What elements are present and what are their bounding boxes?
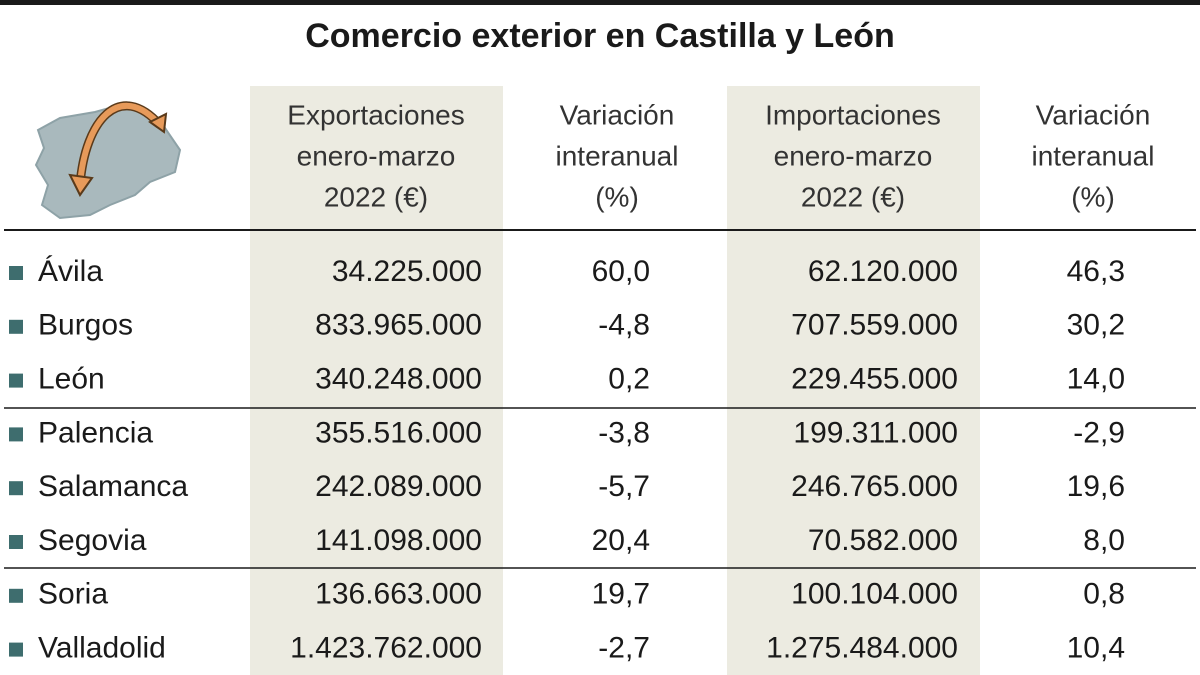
cell: 1.423.762.000 xyxy=(290,632,482,665)
map-icon xyxy=(34,101,182,220)
column-header: 2022 (€) xyxy=(324,181,428,212)
bullet xyxy=(9,266,23,280)
cell: 707.559.000 xyxy=(791,309,958,342)
cell: 199.311.000 xyxy=(793,416,958,449)
row-label: Palencia xyxy=(38,416,153,449)
cell: 34.225.000 xyxy=(332,255,482,288)
cell: 10,4 xyxy=(1067,632,1125,665)
column-header: enero-marzo xyxy=(774,140,933,171)
cell: 100.104.000 xyxy=(791,578,958,611)
cell: 136.663.000 xyxy=(315,578,482,611)
column-header: Importaciones xyxy=(765,99,941,130)
cell: 19,7 xyxy=(592,578,650,611)
column-header: (%) xyxy=(1071,181,1115,212)
cell: 0,2 xyxy=(608,363,650,396)
bullet xyxy=(9,373,23,388)
row-label: Soria xyxy=(38,578,108,611)
bullet xyxy=(9,588,23,603)
cell: 355.516.000 xyxy=(315,416,482,449)
cell: 20,4 xyxy=(592,524,650,557)
row-label: Valladolid xyxy=(38,632,166,665)
cell: 60,0 xyxy=(592,255,650,288)
column-shade xyxy=(250,86,503,675)
cell: 14,0 xyxy=(1067,363,1125,396)
row-label: León xyxy=(38,363,105,396)
cell: 0,8 xyxy=(1083,578,1125,611)
cell: 340.248.000 xyxy=(315,363,482,396)
cell: 46,3 xyxy=(1067,255,1125,288)
bullet xyxy=(9,535,23,549)
row-label: Burgos xyxy=(38,309,133,342)
column-header: interanual xyxy=(1032,140,1155,171)
cell: 62.120.000 xyxy=(808,255,958,288)
cell: -2,9 xyxy=(1073,416,1125,449)
cell: 242.089.000 xyxy=(315,470,482,503)
column-header: interanual xyxy=(556,140,679,171)
cell: 833.965.000 xyxy=(315,309,482,342)
cell: -3,8 xyxy=(598,416,650,449)
column-header: Variación xyxy=(560,99,675,130)
column-header: Exportaciones xyxy=(287,99,464,130)
cell: 246.765.000 xyxy=(791,470,958,503)
cell: -2,7 xyxy=(598,632,650,665)
cell: 8,0 xyxy=(1083,524,1125,557)
row-label: Salamanca xyxy=(38,470,188,503)
column-header: enero-marzo xyxy=(297,140,456,171)
column-shade xyxy=(727,86,980,675)
cell: 1.275.484.000 xyxy=(766,632,958,665)
bullet xyxy=(9,642,23,657)
bullet xyxy=(9,427,23,442)
bullet xyxy=(9,481,23,496)
column-header: 2022 (€) xyxy=(801,181,905,212)
cell: -4,8 xyxy=(598,309,650,342)
cell: 70.582.000 xyxy=(808,524,958,557)
cell: 30,2 xyxy=(1067,309,1125,342)
cell: 141.098.000 xyxy=(315,524,482,557)
row-label: Segovia xyxy=(38,524,147,557)
bullet xyxy=(9,319,23,334)
cell: 19,6 xyxy=(1067,470,1125,503)
column-header: (%) xyxy=(595,181,639,212)
column-header: Variación xyxy=(1036,99,1151,130)
cell: 229.455.000 xyxy=(791,363,958,396)
row-label: Ávila xyxy=(38,255,103,288)
cell: -5,7 xyxy=(598,470,650,503)
title: Comercio exterior en Castilla y León xyxy=(305,17,895,55)
top-bar xyxy=(0,0,1200,5)
